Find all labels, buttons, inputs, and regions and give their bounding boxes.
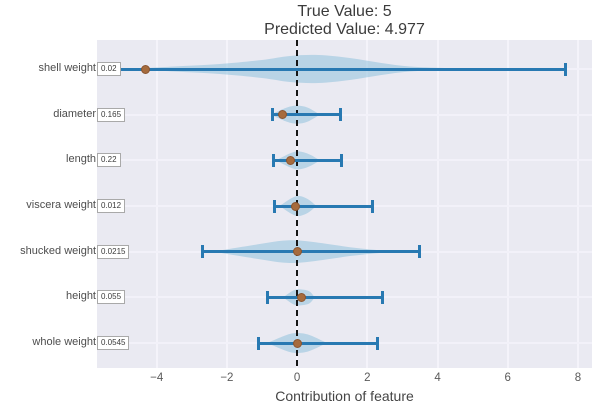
feature-value-box-diameter: 0.165 (97, 107, 126, 122)
gridline-vertical (366, 40, 369, 368)
feature-value-box-whole-weight: 0.0545 (97, 336, 130, 351)
mean-dot-length (285, 155, 295, 165)
x-tick-label: 6 (504, 372, 511, 384)
x-tick-label: 4 (434, 372, 441, 384)
title-true-value: True Value: 5 (297, 3, 392, 20)
errorbar-cap (273, 199, 277, 213)
errorbar-viscera-weight (274, 204, 373, 208)
errorbar-diameter (272, 113, 341, 117)
x-axis-label: Contribution of feature (275, 388, 414, 404)
gridline-horizontal (97, 113, 592, 116)
errorbar-whole-weight (258, 341, 378, 345)
x-tick-label: −4 (150, 372, 164, 384)
feature-label-height: height (66, 290, 96, 303)
feature-label-diameter: diameter (53, 107, 96, 120)
errorbar-height (267, 295, 383, 299)
x-tick-label: 2 (364, 372, 371, 384)
feature-label-length: length (66, 153, 96, 166)
gridline-vertical (436, 40, 439, 368)
errorbar-cap (370, 199, 374, 213)
errorbar-cap (270, 108, 274, 122)
errorbar-shucked-weight (202, 250, 420, 254)
feature-value-box-shucked-weight: 0.0215 (97, 244, 130, 259)
gridline-vertical (225, 40, 228, 368)
mean-dot-shucked-weight (292, 247, 302, 257)
errorbar-cap (266, 290, 270, 304)
x-tick-label: 0 (293, 372, 301, 384)
feature-value-box-height: 0.055 (97, 290, 126, 305)
feature-value-box-viscera-weight: 0.012 (97, 199, 126, 213)
errorbar-cap (376, 336, 379, 350)
errorbar-cap (339, 153, 343, 167)
chart-title: True Value: 5 Predicted Value: 4.977 (97, 3, 592, 39)
x-tick-label: 8 (574, 372, 582, 384)
gridline-vertical (576, 40, 579, 368)
title-predicted-value: Predicted Value: 4.977 (264, 21, 425, 38)
errorbar-cap (418, 245, 422, 259)
mean-dot-whole-weight (292, 338, 302, 348)
x-tick-label: −2 (220, 372, 234, 384)
mean-dot-height (296, 292, 306, 302)
errorbar-cap (564, 62, 568, 76)
errorbar-shell-weight (119, 67, 566, 71)
feature-label-whole-weight: whole weight (32, 336, 96, 349)
feature-label-shucked-weight: shucked weight (20, 244, 96, 257)
errorbar-cap (200, 245, 204, 259)
gridline-vertical (155, 40, 158, 368)
mean-dot-viscera-weight (290, 201, 300, 211)
feature-value-box-shell-weight: 0.02 (97, 62, 121, 76)
gridline-horizontal (97, 159, 592, 162)
feature-value-box-length: 0.22 (97, 153, 121, 168)
plot-area (97, 40, 592, 368)
errorbar-length (273, 158, 342, 162)
mean-dot-diameter (277, 110, 287, 120)
feature-label-viscera-weight: viscera weight (26, 199, 96, 211)
feature-label-shell-weight: shell weight (38, 62, 96, 74)
errorbar-cap (271, 153, 275, 167)
errorbar-cap (256, 336, 260, 350)
errorbar-cap (380, 290, 384, 304)
errorbar-cap (338, 108, 342, 122)
mean-dot-shell-weight (140, 64, 150, 74)
gridline-vertical (506, 40, 509, 368)
